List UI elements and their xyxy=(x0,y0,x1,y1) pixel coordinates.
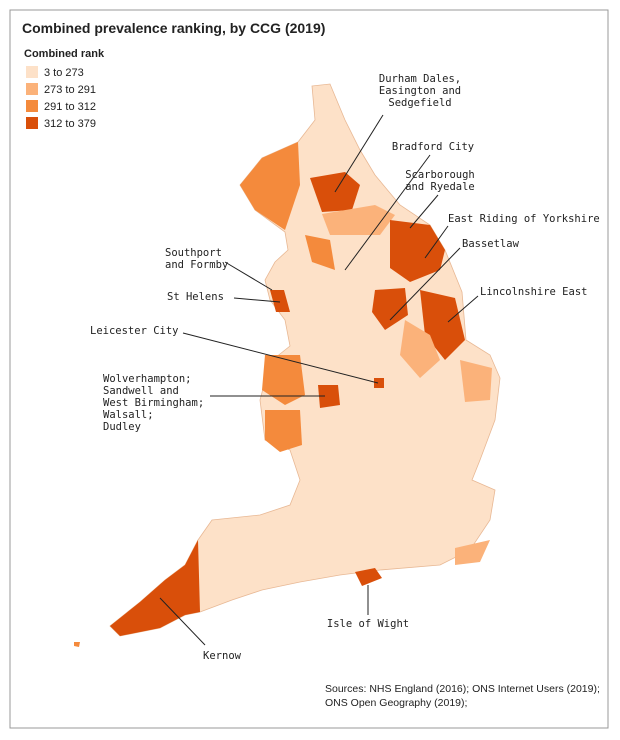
england xyxy=(74,83,501,647)
leader xyxy=(409,194,439,229)
annotation: Durham Dales, xyxy=(379,73,461,85)
annotation: Bassetlaw xyxy=(462,238,520,250)
region xyxy=(110,540,200,636)
annotation: West Birmingham; xyxy=(103,397,204,409)
annotation: and Formby xyxy=(165,259,228,271)
region xyxy=(240,142,300,230)
annotation: Isle of Wight xyxy=(327,618,409,630)
legend-label: 291 to 312 xyxy=(44,101,96,113)
leader xyxy=(334,114,384,193)
leader xyxy=(159,597,206,646)
scilly xyxy=(74,642,80,647)
leader xyxy=(182,332,379,384)
annotation: Dudley xyxy=(103,421,141,433)
region xyxy=(318,385,340,408)
sources: Sources: NHS England (2016); ONS Interne… xyxy=(325,683,600,695)
annotation: East Riding of Yorkshire xyxy=(448,213,600,225)
region xyxy=(460,360,492,402)
region xyxy=(265,410,302,452)
leader xyxy=(224,261,273,291)
region xyxy=(374,378,384,388)
annotation: Easington and xyxy=(379,85,461,97)
region xyxy=(455,540,490,565)
legend-label: 273 to 291 xyxy=(44,84,96,96)
annotation: Wolverhampton; xyxy=(103,373,192,385)
leader xyxy=(389,247,461,321)
leader xyxy=(344,154,431,271)
region xyxy=(372,288,408,330)
legend-label: 312 to 379 xyxy=(44,118,96,130)
annotation: Bradford City xyxy=(392,141,474,153)
leaders xyxy=(159,114,479,646)
annotation: Walsall; xyxy=(103,409,154,421)
leader xyxy=(447,295,479,323)
region xyxy=(400,320,440,378)
leader xyxy=(233,297,281,303)
annotation: Scarborough xyxy=(405,169,475,181)
region xyxy=(262,355,305,405)
legend-swatch xyxy=(26,83,38,95)
region xyxy=(305,235,335,270)
annotation: and Ryedale xyxy=(405,181,475,193)
annotation: Lincolnshire East xyxy=(480,286,587,298)
region xyxy=(390,220,445,282)
annotation: Sandwell and xyxy=(103,385,179,397)
legend-title: Combined rank xyxy=(24,48,105,60)
title: Combined prevalence ranking, by CCG (201… xyxy=(22,20,325,36)
region xyxy=(270,290,290,312)
isle-of-wight xyxy=(355,568,382,586)
annotation: Southport xyxy=(165,247,222,259)
annotation: Kernow xyxy=(203,650,242,662)
annotation: Leicester City xyxy=(90,325,179,337)
annotation: St Helens xyxy=(167,291,224,303)
legend-swatch xyxy=(26,117,38,129)
sources: ONS Open Geography (2019); xyxy=(325,697,467,709)
legend-label: 3 to 273 xyxy=(44,67,84,79)
annotation: Sedgefield xyxy=(388,97,451,109)
legend-swatch xyxy=(26,66,38,78)
legend-swatch xyxy=(26,100,38,112)
leader xyxy=(424,225,449,259)
